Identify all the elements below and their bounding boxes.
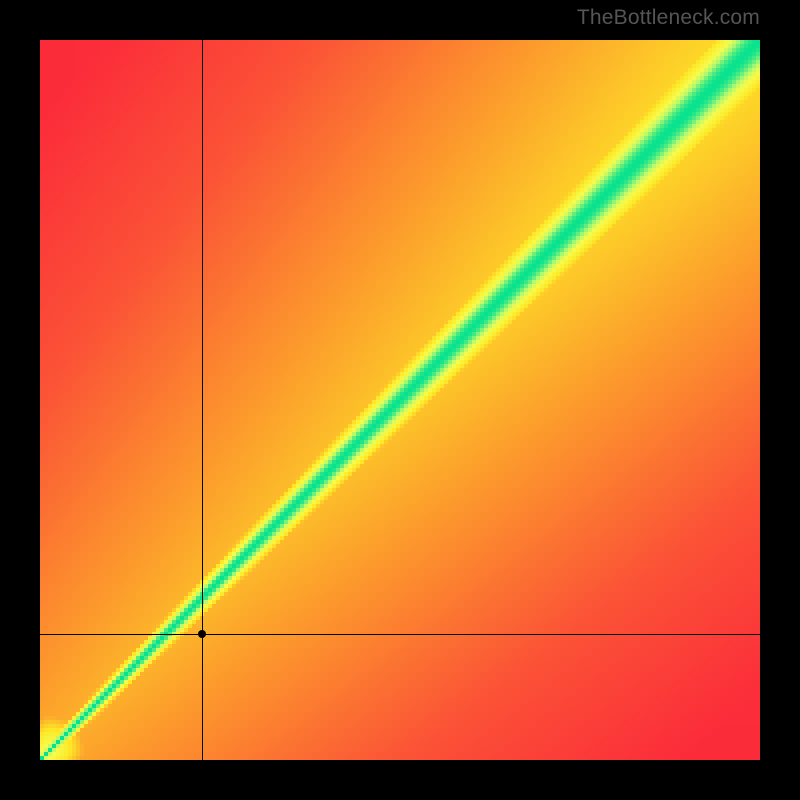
watermark-label: TheBottleneck.com (577, 6, 760, 30)
data-point-marker (198, 630, 206, 638)
bottleneck-heatmap (40, 40, 760, 760)
plot-area (40, 40, 760, 760)
crosshair-vertical (202, 40, 203, 760)
crosshair-horizontal (40, 634, 760, 635)
chart-frame: TheBottleneck.com (0, 0, 800, 800)
